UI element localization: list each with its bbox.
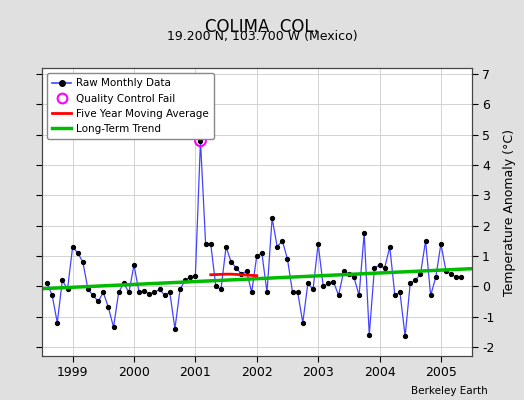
Legend: Raw Monthly Data, Quality Control Fail, Five Year Moving Average, Long-Term Tren: Raw Monthly Data, Quality Control Fail, … [47, 73, 214, 139]
Point [196, 138, 205, 144]
Text: 19.200 N, 103.700 W (Mexico): 19.200 N, 103.700 W (Mexico) [167, 30, 357, 43]
Y-axis label: Temperature Anomaly (°C): Temperature Anomaly (°C) [503, 128, 516, 296]
Text: COLIMA  COL.: COLIMA COL. [205, 18, 319, 36]
Text: Berkeley Earth: Berkeley Earth [411, 386, 487, 396]
